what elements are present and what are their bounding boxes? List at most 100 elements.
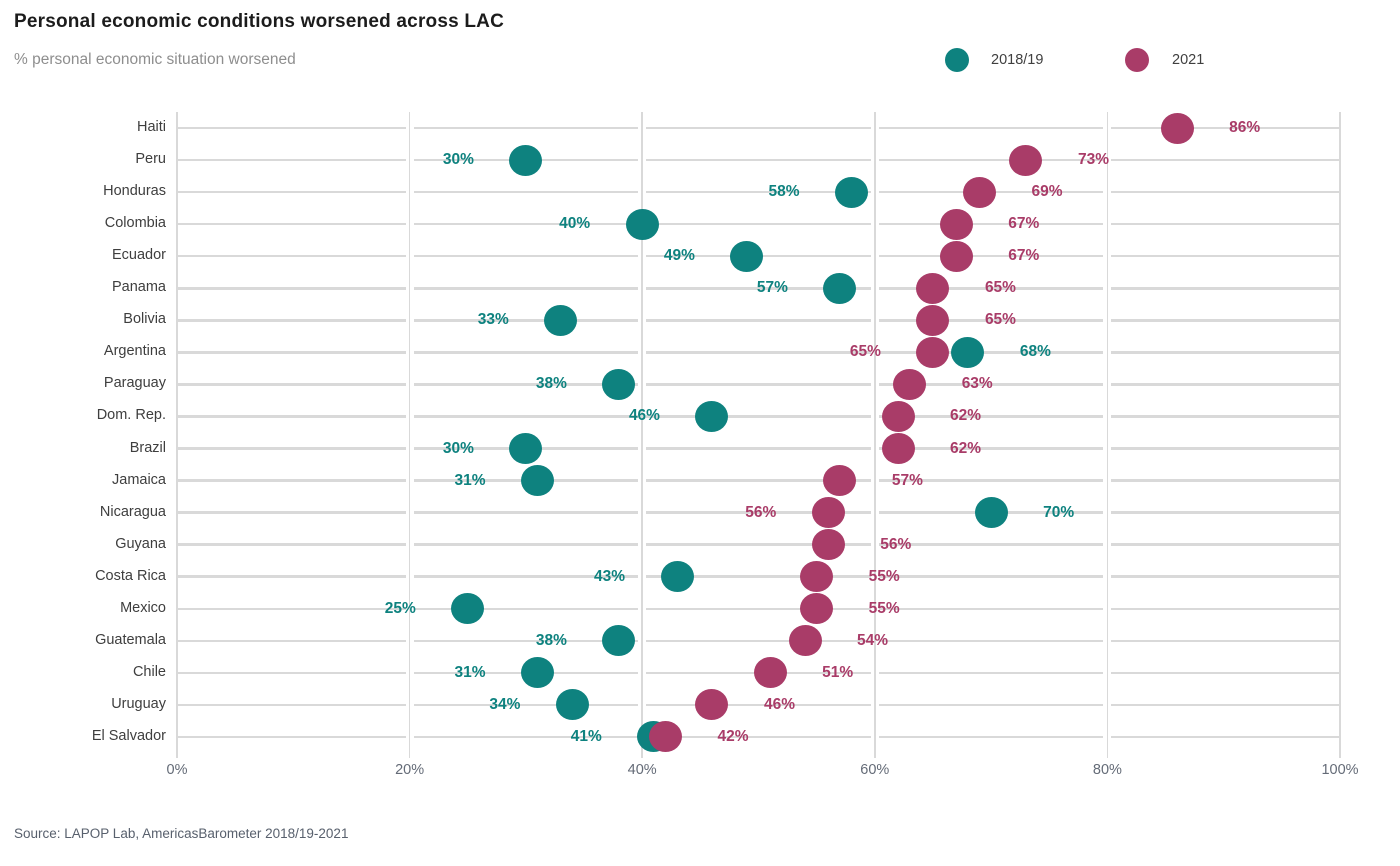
gridline-vertical bbox=[1339, 112, 1341, 758]
dot-2021 bbox=[648, 721, 682, 753]
gridline-horizontal bbox=[1111, 158, 1340, 162]
value-label-2018-19: 58% bbox=[768, 183, 800, 201]
gridline-horizontal bbox=[177, 415, 406, 418]
gridline-horizontal bbox=[413, 703, 639, 707]
dot-2018-19 bbox=[835, 176, 869, 208]
gridline-horizontal bbox=[878, 126, 1104, 130]
dot-2021 bbox=[823, 465, 857, 497]
gridline-horizontal bbox=[177, 383, 406, 386]
gridline-horizontal bbox=[413, 735, 639, 739]
gridline-horizontal bbox=[646, 126, 871, 130]
gridline-horizontal bbox=[413, 319, 639, 322]
gridline-horizontal bbox=[878, 287, 1104, 290]
gridline-vertical bbox=[874, 112, 876, 758]
value-label-2018-19: 38% bbox=[535, 375, 567, 393]
dot-2021 bbox=[939, 240, 973, 272]
gridline-horizontal bbox=[413, 415, 639, 418]
value-label-2021: 55% bbox=[868, 599, 900, 617]
gridline-horizontal bbox=[177, 543, 406, 546]
gridline-horizontal bbox=[177, 671, 406, 675]
gridline-horizontal bbox=[413, 222, 639, 226]
dot-2018-19 bbox=[695, 400, 729, 432]
value-label-2021: 67% bbox=[1008, 247, 1040, 265]
dot-2021 bbox=[916, 304, 950, 336]
gridline-horizontal bbox=[646, 190, 871, 194]
gridline-horizontal bbox=[1111, 479, 1340, 482]
gridline-horizontal bbox=[177, 287, 406, 290]
gridline-horizontal bbox=[878, 639, 1104, 643]
gridline-horizontal bbox=[878, 607, 1104, 610]
gridline-horizontal bbox=[1111, 607, 1340, 610]
gridline-horizontal bbox=[1111, 447, 1340, 450]
value-label-2021: 67% bbox=[1008, 215, 1040, 233]
country-label: Brazil bbox=[129, 439, 166, 456]
value-label-2021: 69% bbox=[1031, 183, 1063, 201]
gridline-horizontal bbox=[413, 607, 639, 610]
dot-2021 bbox=[753, 657, 787, 689]
country-label: Nicaragua bbox=[99, 503, 166, 520]
x-axis-tick-label: 20% bbox=[395, 762, 425, 778]
gridline-horizontal bbox=[177, 447, 406, 450]
gridline-horizontal bbox=[177, 158, 406, 162]
gridline-horizontal bbox=[177, 351, 406, 354]
gridline-horizontal bbox=[646, 447, 871, 450]
dot-2021 bbox=[788, 625, 822, 657]
gridline-horizontal bbox=[878, 543, 1104, 546]
value-label-2021: 57% bbox=[891, 471, 923, 489]
gridline-horizontal bbox=[413, 575, 639, 578]
gridline-horizontal bbox=[646, 479, 871, 482]
gridline-horizontal bbox=[177, 254, 406, 258]
country-label: Haiti bbox=[136, 119, 166, 135]
value-label-2018-19: 31% bbox=[454, 471, 486, 489]
dot-2018-19 bbox=[625, 208, 659, 240]
gridline-horizontal bbox=[646, 703, 871, 707]
gridline-horizontal bbox=[1111, 190, 1340, 194]
country-label: Honduras bbox=[103, 183, 166, 200]
value-label-2021: 86% bbox=[1229, 119, 1261, 136]
gridline-horizontal bbox=[878, 447, 1104, 450]
dot-2018-19 bbox=[823, 272, 857, 304]
country-label: Bolivia bbox=[123, 311, 166, 328]
gridline-horizontal bbox=[878, 222, 1104, 226]
gridline-horizontal bbox=[878, 319, 1104, 322]
gridline-horizontal bbox=[1111, 383, 1340, 386]
gridline-horizontal bbox=[177, 607, 406, 610]
gridline-horizontal bbox=[646, 351, 871, 354]
gridline-horizontal bbox=[413, 543, 639, 546]
gridline-vertical bbox=[1106, 112, 1109, 758]
value-label-2018-19: 38% bbox=[535, 631, 567, 649]
gridline-horizontal bbox=[177, 126, 406, 130]
gridline-horizontal bbox=[1111, 287, 1340, 290]
dot-2021 bbox=[800, 593, 834, 625]
gridline-horizontal bbox=[1111, 703, 1340, 707]
x-axis-tick-label: 40% bbox=[627, 762, 657, 778]
dot-2021 bbox=[1009, 144, 1043, 176]
dot-2018-19 bbox=[544, 304, 578, 336]
dot-2018-19 bbox=[602, 625, 636, 657]
gridline-horizontal bbox=[646, 607, 871, 610]
x-axis-tick-label: 80% bbox=[1092, 762, 1122, 778]
gridline-horizontal bbox=[646, 287, 871, 290]
dot-2018-19 bbox=[509, 433, 543, 464]
country-label: Panama bbox=[111, 279, 166, 296]
legend-swatch-2018-19 bbox=[945, 48, 969, 72]
gridline-horizontal bbox=[413, 511, 639, 514]
value-label-2021: 56% bbox=[745, 503, 777, 521]
dot-2018-19 bbox=[660, 561, 694, 593]
value-label-2018-19: 49% bbox=[663, 247, 695, 265]
gridline-horizontal bbox=[177, 639, 406, 643]
value-label-2021: 73% bbox=[1077, 151, 1110, 169]
gridline-horizontal bbox=[1111, 415, 1340, 418]
gridline-horizontal bbox=[1111, 543, 1340, 546]
gridline-horizontal bbox=[646, 319, 871, 322]
gridline-horizontal bbox=[646, 383, 871, 386]
gridline-horizontal bbox=[1111, 351, 1340, 354]
gridline-horizontal bbox=[177, 222, 406, 226]
value-label-2021: 54% bbox=[857, 631, 889, 649]
dot-2018-19 bbox=[602, 368, 636, 400]
legend-label-2021: 2021 bbox=[1172, 52, 1205, 68]
dot-2018-19 bbox=[451, 593, 485, 625]
gridline-vertical bbox=[408, 112, 411, 758]
country-label: Peru bbox=[135, 151, 166, 168]
